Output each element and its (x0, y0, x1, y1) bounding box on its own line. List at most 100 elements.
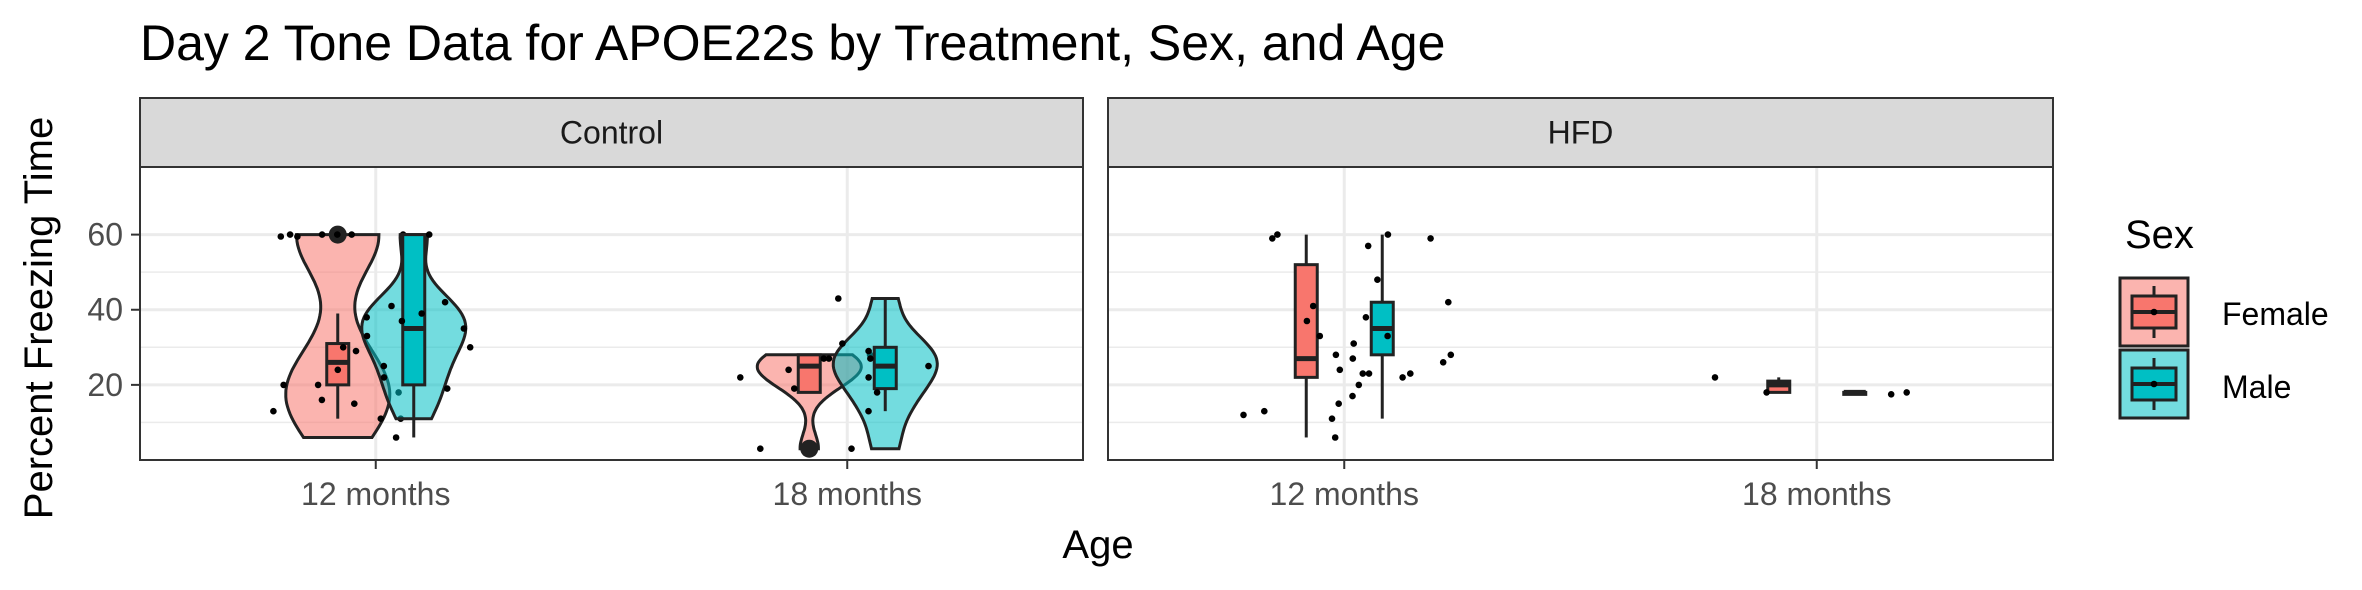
data-point (1427, 235, 1434, 242)
data-point (339, 344, 347, 351)
legend-title: Sex (2125, 213, 2194, 257)
group-male-12-months (1309, 231, 1455, 423)
x-tick-label: 18 months (773, 476, 922, 512)
y-tick-label: 20 (87, 367, 123, 403)
data-point (737, 374, 744, 381)
legend-key-female (2118, 276, 2190, 348)
data-point (1331, 434, 1339, 441)
data-point (380, 374, 388, 381)
data-point (318, 396, 326, 404)
group-male-12-months (339, 231, 474, 438)
data-point (334, 366, 342, 374)
data-point (820, 355, 828, 362)
data-point (825, 355, 833, 362)
data-point (1274, 231, 1281, 238)
legend-keys (2118, 276, 2190, 420)
data-point (363, 332, 371, 340)
data-point (1336, 366, 1344, 374)
legend-key-male (2118, 348, 2190, 420)
data-point (1355, 381, 1363, 389)
data-point (280, 381, 287, 389)
group-male-18-months (831, 295, 939, 453)
y-axis: 20 40 60 (87, 217, 140, 403)
y-tick-label: 60 (87, 217, 123, 253)
data-point (1903, 389, 1910, 396)
data-point (441, 298, 449, 306)
group-female-12-months (270, 225, 407, 441)
data-point (1365, 370, 1373, 377)
strip-background (139, 97, 1084, 168)
data-point (1349, 392, 1356, 400)
data-point (277, 233, 285, 240)
data-point (1384, 231, 1392, 238)
data-point (791, 385, 798, 392)
legend-key-point (2150, 308, 2158, 316)
x-tick-label: 12 months (301, 476, 450, 512)
legend: Sex Female Male (2118, 213, 2329, 420)
data-point (1349, 355, 1357, 362)
data-point (1362, 314, 1370, 321)
data-point (318, 231, 326, 238)
data-point (460, 325, 468, 332)
data-point (270, 407, 277, 415)
legend-label-female: Female (2222, 296, 2329, 332)
data-point (348, 231, 356, 238)
data-point (848, 445, 855, 453)
data-point (418, 310, 426, 317)
data-point (466, 344, 474, 351)
data-point (865, 407, 872, 415)
panel-control: Control 12 months 18 months (139, 97, 1084, 512)
data-point (398, 317, 406, 325)
group-female-12-months (1240, 231, 1381, 441)
data-point (425, 231, 433, 238)
box (401, 233, 427, 387)
data-point (1309, 302, 1317, 310)
data-point (1359, 370, 1367, 377)
data-point (377, 415, 385, 423)
strip-background (1107, 97, 2054, 168)
data-point (388, 302, 395, 310)
data-point (873, 389, 881, 396)
data-point (1711, 374, 1719, 381)
group-female-18-months (737, 351, 888, 458)
data-point (380, 362, 388, 370)
data-point (1350, 340, 1357, 347)
data-point (1384, 332, 1391, 340)
data-point (1335, 400, 1342, 408)
data-point (1374, 276, 1381, 284)
legend-key-point (2150, 380, 2158, 388)
x-tick-label: 18 months (1742, 476, 1891, 512)
data-point (1887, 391, 1895, 398)
data-point (865, 374, 872, 381)
strip-label: Control (560, 115, 663, 151)
x-tick-label: 12 months (1270, 476, 1419, 512)
group-male-18-months (1842, 389, 1910, 398)
data-point (1240, 411, 1247, 419)
data-point (294, 233, 301, 240)
y-axis-title: Percent Freezing Time (17, 117, 61, 519)
x-axis-title: Age (1062, 523, 1133, 567)
data-point (1364, 242, 1372, 250)
outlier-point (800, 439, 819, 458)
data-point (1332, 351, 1340, 359)
violin (755, 353, 863, 451)
data-point (1303, 317, 1311, 325)
panel-hfd: HFD 12 months 18 months (1107, 97, 2054, 512)
data-point (1447, 351, 1455, 359)
data-point (334, 231, 341, 238)
data-point (785, 366, 792, 374)
data-point (351, 400, 358, 408)
data-point (1399, 374, 1406, 381)
strip-label: HFD (1548, 115, 1614, 151)
data-point (1407, 370, 1414, 377)
data-point (1269, 235, 1276, 242)
panel-background (140, 167, 1083, 460)
data-point (925, 362, 932, 370)
data-point (865, 347, 872, 355)
data-point (839, 340, 846, 347)
panel-background (1108, 167, 2053, 460)
data-point (867, 355, 874, 362)
data-point (363, 314, 371, 321)
data-point (443, 385, 451, 392)
